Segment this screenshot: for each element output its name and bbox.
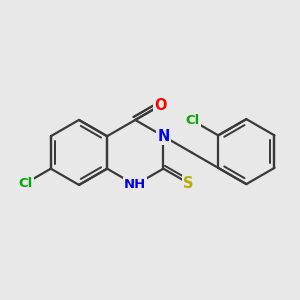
Text: NH: NH [124, 178, 146, 191]
Text: S: S [183, 176, 194, 191]
Text: Cl: Cl [186, 114, 200, 127]
Text: N: N [157, 129, 170, 144]
Text: O: O [154, 98, 167, 113]
Text: Cl: Cl [18, 177, 33, 190]
